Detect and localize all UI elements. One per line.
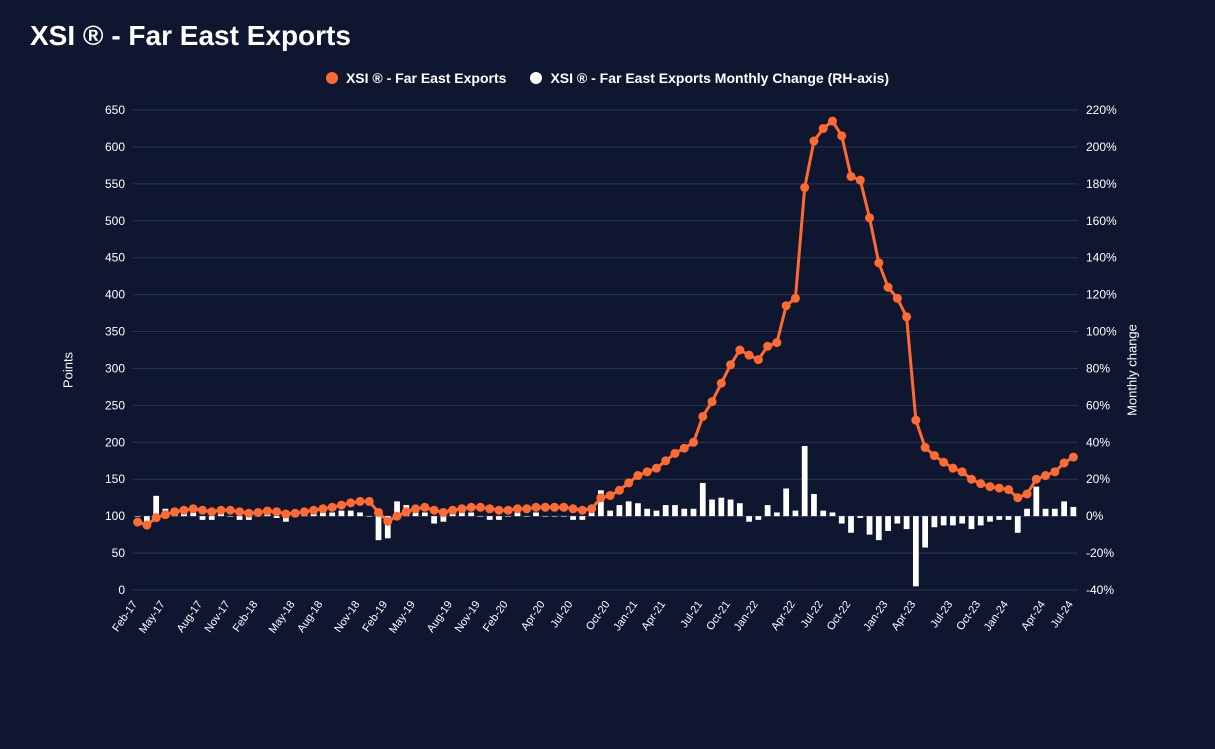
- chart-title: XSI ® - Far East Exports: [30, 20, 1185, 52]
- svg-text:Apr-22: Apr-22: [769, 599, 798, 633]
- svg-text:Jul-23: Jul-23: [928, 599, 955, 630]
- svg-text:550: 550: [104, 177, 124, 191]
- svg-text:400: 400: [104, 288, 124, 302]
- svg-text:-20%: -20%: [1086, 546, 1114, 560]
- svg-text:120%: 120%: [1086, 288, 1117, 302]
- svg-text:Feb-17: Feb-17: [110, 599, 140, 634]
- svg-text:450: 450: [104, 251, 124, 265]
- legend-item-bar: XSI ® - Far East Exports Monthly Change …: [530, 70, 889, 86]
- svg-text:500: 500: [104, 214, 124, 228]
- svg-text:100%: 100%: [1086, 325, 1117, 339]
- svg-text:May-19: May-19: [387, 599, 418, 636]
- svg-text:20%: 20%: [1086, 472, 1110, 486]
- svg-text:May-17: May-17: [137, 599, 168, 636]
- legend-item-line: XSI ® - Far East Exports: [326, 70, 506, 86]
- svg-text:80%: 80%: [1086, 361, 1110, 375]
- svg-text:Apr-21: Apr-21: [639, 599, 668, 633]
- svg-text:Apr-23: Apr-23: [889, 599, 918, 633]
- svg-text:600: 600: [104, 140, 124, 154]
- svg-text:Jul-24: Jul-24: [1048, 599, 1075, 630]
- svg-text:Jul-21: Jul-21: [678, 599, 705, 630]
- svg-text:Apr-24: Apr-24: [1019, 599, 1048, 633]
- svg-text:250: 250: [104, 398, 124, 412]
- legend-swatch-bar: [530, 72, 542, 84]
- svg-text:40%: 40%: [1086, 435, 1110, 449]
- svg-text:300: 300: [104, 361, 124, 375]
- svg-text:Feb-20: Feb-20: [480, 599, 510, 634]
- chart-container: XSI ® - Far East Exports XSI ® - Far Eas…: [0, 0, 1215, 749]
- svg-text:160%: 160%: [1086, 214, 1117, 228]
- legend-swatch-line: [326, 72, 338, 84]
- svg-text:May-18: May-18: [266, 599, 297, 636]
- svg-text:650: 650: [104, 103, 124, 117]
- svg-text:60%: 60%: [1086, 398, 1110, 412]
- svg-text:50: 50: [111, 546, 125, 560]
- svg-text:200%: 200%: [1086, 140, 1117, 154]
- svg-text:Apr-20: Apr-20: [518, 599, 547, 633]
- svg-text:Oct-20: Oct-20: [583, 599, 612, 633]
- svg-text:100: 100: [104, 509, 124, 523]
- chart-svg: 0 50 100 150 200 250 300 350 400 450 500 550 600 650 -…: [78, 100, 1138, 680]
- legend-label-line: XSI ® - Far East Exports: [346, 70, 506, 86]
- svg-text:180%: 180%: [1086, 177, 1117, 191]
- chart-plot-area: Points Monthly change 050100150200250300…: [78, 100, 1138, 640]
- legend-label-bar: XSI ® - Far East Exports Monthly Change …: [550, 70, 889, 86]
- svg-text:Nov-18: Nov-18: [332, 599, 362, 635]
- svg-text:-40%: -40%: [1086, 583, 1114, 597]
- svg-text:Oct-21: Oct-21: [704, 599, 733, 633]
- svg-text:Aug-17: Aug-17: [174, 599, 204, 635]
- svg-text:Jan-23: Jan-23: [861, 599, 890, 633]
- svg-text:Nov-19: Nov-19: [452, 599, 482, 635]
- svg-text:150: 150: [104, 472, 124, 486]
- svg-text:Jul-22: Jul-22: [798, 599, 825, 630]
- svg-text:Jan-21: Jan-21: [611, 599, 640, 633]
- svg-text:0: 0: [118, 583, 125, 597]
- svg-text:Feb-19: Feb-19: [360, 599, 390, 634]
- svg-text:Oct-22: Oct-22: [824, 599, 853, 633]
- svg-text:200: 200: [104, 435, 124, 449]
- chart-legend: XSI ® - Far East Exports XSI ® - Far Eas…: [30, 70, 1185, 86]
- y-axis-left-label: Points: [60, 352, 75, 388]
- svg-text:Feb-18: Feb-18: [230, 599, 260, 634]
- svg-text:Oct-23: Oct-23: [954, 599, 983, 633]
- svg-text:220%: 220%: [1086, 103, 1117, 117]
- svg-text:Aug-19: Aug-19: [424, 599, 454, 635]
- svg-text:Jan-22: Jan-22: [731, 599, 760, 633]
- svg-text:Jan-24: Jan-24: [981, 599, 1010, 633]
- svg-text:Jul-20: Jul-20: [548, 599, 575, 630]
- y-axis-right-label: Monthly change: [1124, 324, 1139, 416]
- svg-text:140%: 140%: [1086, 251, 1117, 265]
- svg-text:0%: 0%: [1086, 509, 1104, 523]
- svg-text:350: 350: [104, 325, 124, 339]
- svg-text:Aug-18: Aug-18: [295, 599, 325, 635]
- svg-text:Nov-17: Nov-17: [202, 599, 232, 635]
